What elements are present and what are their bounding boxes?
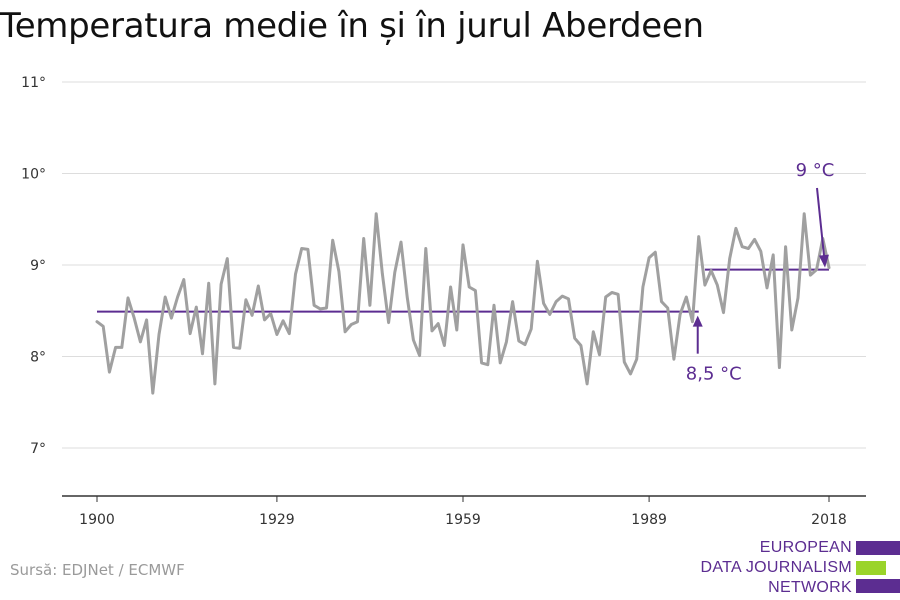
logo-line-1: EUROPEAN	[759, 539, 852, 556]
y-tick-label: 9°	[30, 258, 46, 274]
annotation-arrowhead-2	[819, 254, 829, 268]
logo-bar-green	[856, 561, 886, 575]
annotation-label-period-1: 8,5 °C	[686, 364, 742, 385]
series-layer	[95, 212, 831, 395]
x-tick-label: 2018	[811, 512, 847, 528]
logo-line-2: DATA JOURNALISM	[700, 559, 852, 576]
y-tick-label: 11°	[21, 75, 46, 91]
logo-bar-purple-bottom	[856, 579, 900, 593]
x-tick-label: 1929	[259, 512, 295, 528]
logo-text: EUROPEAN DATA JOURNALISM NETWORK	[701, 538, 852, 598]
axis-layer: 7° 8° 9° 10° 11° 1900 1929 1959 1989 2018	[21, 75, 866, 528]
chart-title: Temperatura medie în și în jurul Aberdee…	[0, 6, 704, 46]
y-tick-label: 10°	[21, 167, 46, 183]
grid-layer	[62, 81, 866, 449]
annotation-arrowhead-1	[692, 315, 703, 327]
logo-bar-purple-top	[856, 541, 900, 555]
annotation-arrow-shaft-2	[816, 187, 825, 256]
x-tick-label: 1900	[79, 512, 115, 528]
y-tick-label: 7°	[30, 441, 46, 457]
source-note: Sursă: EDJNet / ECMWF	[10, 561, 185, 579]
logo-line-3: NETWORK	[768, 579, 852, 596]
annotation-layer: 8,5 °C 9 °C	[686, 160, 835, 385]
temperature-series-line	[95, 212, 831, 395]
x-tick-label: 1959	[445, 512, 481, 528]
annotation-label-period-2: 9 °C	[796, 160, 835, 181]
y-tick-label: 8°	[30, 350, 46, 366]
edjnet-logo: EUROPEAN DATA JOURNALISM NETWORK	[700, 538, 900, 598]
x-tick-label: 1989	[631, 512, 667, 528]
